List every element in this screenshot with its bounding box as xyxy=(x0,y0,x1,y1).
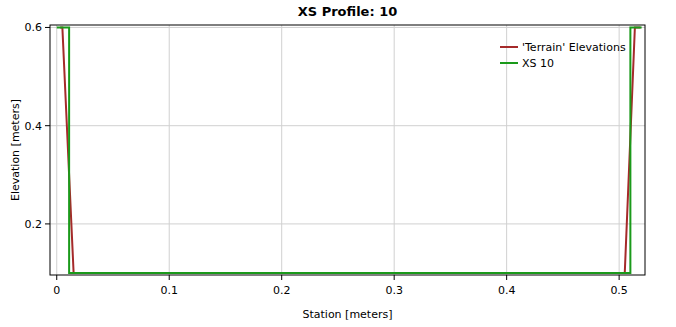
background xyxy=(0,0,676,327)
grid-line xyxy=(281,25,282,275)
legend-swatch xyxy=(500,62,518,64)
tick xyxy=(506,275,507,280)
tick-label: 0.5 xyxy=(610,284,628,297)
series-group xyxy=(57,27,642,273)
tick xyxy=(394,275,395,280)
tick xyxy=(169,275,170,280)
tick-label: 0.2 xyxy=(25,218,43,231)
grid-line xyxy=(50,125,645,126)
tick xyxy=(56,275,57,280)
tick xyxy=(45,27,50,28)
grid-line xyxy=(619,25,620,275)
grid-line xyxy=(50,223,645,224)
y-axis-label: Elevation [meters] xyxy=(9,99,22,201)
series-line xyxy=(60,27,640,273)
tick-label: 0.6 xyxy=(25,21,43,34)
chart: XS Profile: 10 0 0.1 0.2 0.3 0.4 0.5 0.2 0.4 0.6 S… xyxy=(0,0,676,327)
grid-line xyxy=(56,25,57,275)
tick-label: 0.3 xyxy=(385,284,403,297)
legend-swatch xyxy=(500,46,518,48)
tick xyxy=(281,275,282,280)
tick-label: 0.2 xyxy=(273,284,291,297)
grid-line xyxy=(169,25,170,275)
x-axis-label: Station [meters] xyxy=(302,308,392,321)
tick xyxy=(619,275,620,280)
legend-label: XS 10 xyxy=(522,57,554,70)
grid-line xyxy=(50,27,645,28)
tick-label: 0 xyxy=(53,284,60,297)
tick-label: 0.4 xyxy=(498,284,516,297)
plot-frame xyxy=(50,25,645,275)
series-line xyxy=(57,27,642,273)
tick-label: 0.1 xyxy=(160,284,178,297)
tick-label: 0.4 xyxy=(25,120,43,133)
title: XS Profile: 10 xyxy=(298,4,398,19)
tick xyxy=(45,223,50,224)
legend-label: 'Terrain' Elevations xyxy=(522,41,626,54)
grid-line xyxy=(394,25,395,275)
tick xyxy=(45,125,50,126)
